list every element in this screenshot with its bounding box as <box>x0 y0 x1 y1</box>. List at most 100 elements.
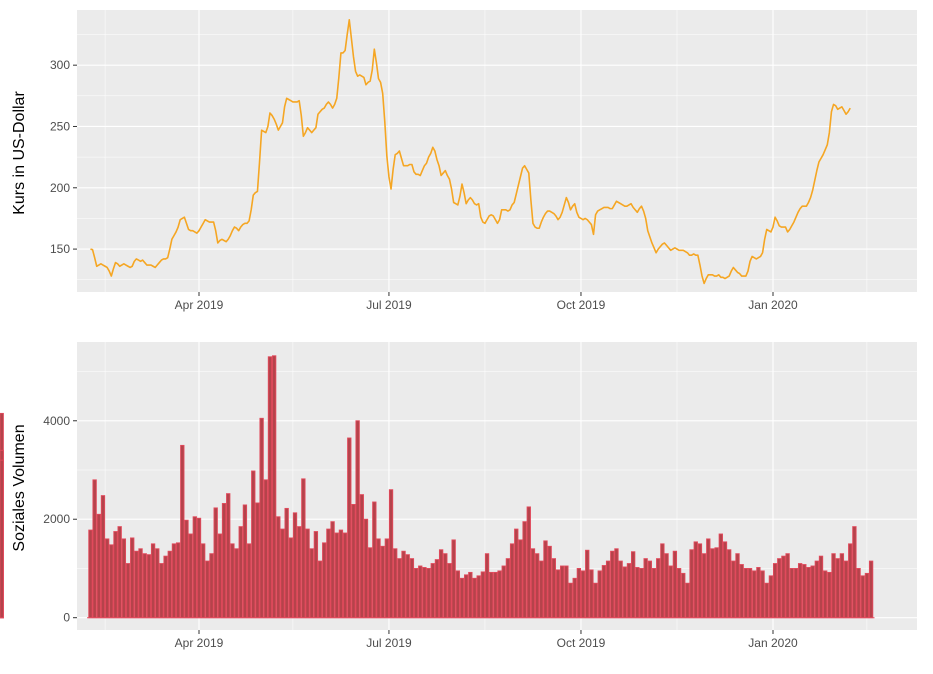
volume-bar <box>209 553 214 619</box>
volume-bar <box>718 533 723 619</box>
volume-y-ticks: 0 2000 4000 <box>43 414 77 625</box>
volume-bar <box>405 554 410 619</box>
x-tick-label: Oct 2019 <box>557 636 606 650</box>
volume-bar <box>96 513 101 619</box>
volume-bar <box>205 560 210 619</box>
volume-bar <box>781 555 786 619</box>
volume-bar <box>864 572 870 619</box>
volume-bar <box>664 553 669 619</box>
volume-bar <box>810 565 815 619</box>
x-tick-label: Oct 2019 <box>557 298 606 312</box>
volume-bar <box>142 553 147 619</box>
volume-bar <box>459 577 465 619</box>
volume-y-axis-label: Soziales Volumen <box>11 424 28 551</box>
volume-bar <box>451 539 456 619</box>
volume-bar <box>568 582 573 619</box>
volume-bar <box>276 516 281 619</box>
volume-bar <box>330 521 335 619</box>
volume-bar <box>288 537 294 619</box>
volume-bar <box>547 545 552 619</box>
volume-bar <box>259 417 264 619</box>
volume-panel: 0 2000 4000 Apr 2019 Jul 2019 Oct 2019 Jan 20… <box>0 342 917 650</box>
volume-bar <box>230 543 235 619</box>
volume-bar <box>668 565 673 619</box>
volume-bar <box>88 529 93 619</box>
volume-bar <box>372 501 377 619</box>
volume-bar <box>589 569 594 619</box>
volume-bar <box>814 560 819 619</box>
volume-bar <box>802 564 807 619</box>
volume-bar <box>238 526 243 619</box>
volume-bar <box>184 519 189 619</box>
volume-bar <box>192 516 197 619</box>
volume-bar <box>418 565 423 619</box>
volume-bar <box>196 517 202 619</box>
volume-bar <box>297 526 302 619</box>
volume-bar <box>284 507 289 619</box>
volume-bar <box>756 567 761 619</box>
volume-bar <box>534 553 540 619</box>
volume-bar <box>251 470 256 619</box>
volume-bar <box>334 532 339 619</box>
volume-bar <box>113 531 118 619</box>
volume-bar <box>384 538 390 619</box>
x-tick-label: Jan 2020 <box>748 636 798 650</box>
volume-bar <box>647 560 653 619</box>
volume-bar <box>831 553 836 619</box>
volume-bar <box>843 560 849 619</box>
x-tick-label: Jul 2019 <box>366 298 412 312</box>
volume-bar <box>447 563 452 619</box>
volume-bar <box>271 355 277 619</box>
volume-bar <box>693 541 698 619</box>
volume-bar <box>301 478 306 619</box>
volume-bar <box>472 577 477 619</box>
volume-bar <box>823 570 828 619</box>
volume-bar <box>509 543 515 619</box>
volume-bar <box>505 558 511 619</box>
volume-bar <box>785 553 790 619</box>
volume-bar <box>217 533 223 619</box>
x-tick-label: Apr 2019 <box>175 636 224 650</box>
volume-bar <box>701 553 707 619</box>
volume-bar <box>342 532 348 619</box>
volume-bar <box>0 459 4 619</box>
volume-bar <box>443 553 448 619</box>
volume-bar <box>380 545 385 619</box>
volume-bar <box>722 541 728 619</box>
volume-bar <box>706 538 711 619</box>
price-y-axis-label: Kurs in US-Dollar <box>11 91 28 215</box>
volume-bar <box>735 553 740 619</box>
volume-bar <box>731 560 736 619</box>
volume-bar <box>852 526 857 619</box>
y-tick-label: 150 <box>50 242 70 256</box>
volume-bar <box>605 560 611 619</box>
volume-bar <box>393 548 398 619</box>
volume-bar <box>522 521 527 619</box>
volume-bar <box>860 575 865 619</box>
y-tick-label: 200 <box>50 181 70 195</box>
volume-bar <box>518 539 523 619</box>
volume-bar <box>727 549 732 619</box>
volume-bar <box>493 571 498 619</box>
y-tick-label: 4000 <box>43 414 70 428</box>
volume-bar <box>234 548 239 619</box>
volume-bar <box>413 568 419 619</box>
volume-bar <box>651 568 657 619</box>
volume-bar <box>426 568 431 619</box>
volume-bar <box>551 558 556 619</box>
volume-bar <box>150 543 156 619</box>
volume-bar <box>480 571 486 619</box>
volume-bar <box>555 569 561 619</box>
volume-bar <box>610 550 615 619</box>
volume-bar <box>305 528 310 619</box>
volume-bar <box>835 558 840 619</box>
volume-bar <box>856 568 861 619</box>
volume-bars <box>0 355 875 619</box>
volume-bar <box>92 479 97 619</box>
volume-bar <box>317 560 323 619</box>
volume-bar <box>497 570 502 619</box>
volume-bar <box>434 559 440 619</box>
volume-bar <box>614 548 619 619</box>
